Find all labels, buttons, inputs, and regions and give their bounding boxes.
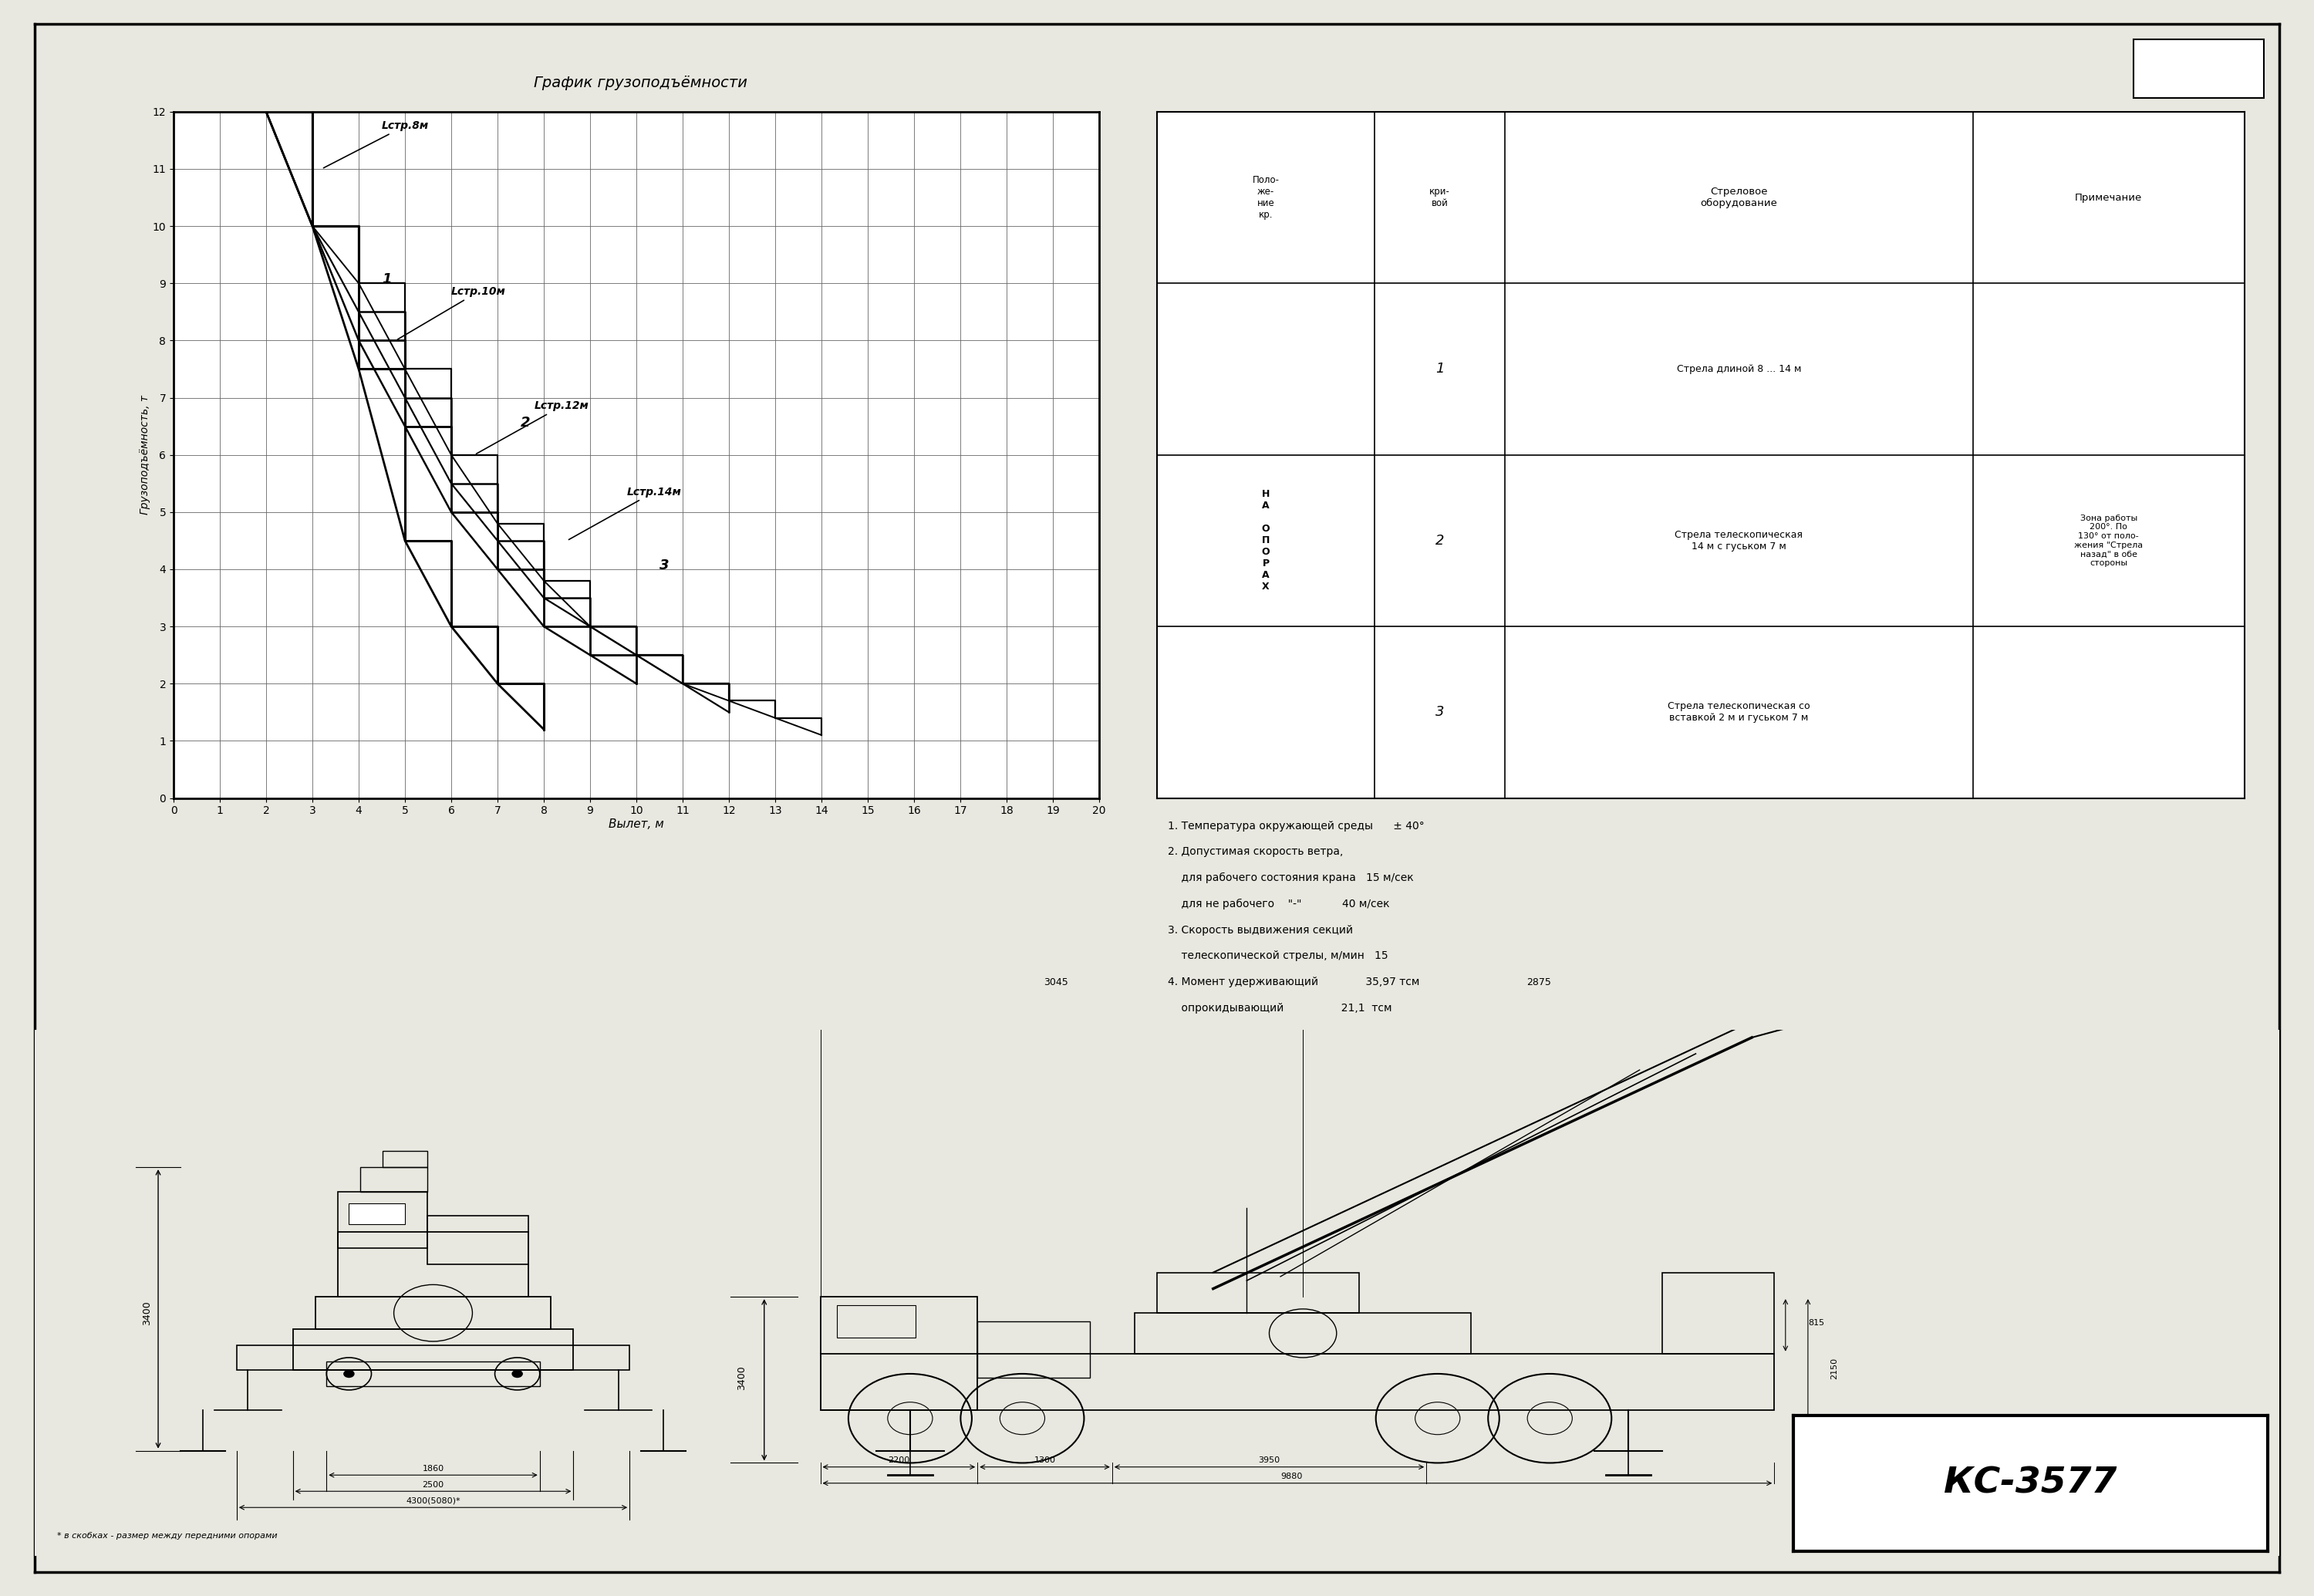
Circle shape [342, 1369, 354, 1377]
Text: 4300(5080)*: 4300(5080)* [405, 1497, 460, 1505]
Text: 3400: 3400 [736, 1366, 747, 1390]
Bar [349, 1203, 405, 1224]
Text: для рабочего состояния крана   15 м/сек: для рабочего состояния крана 15 м/сек [1169, 873, 1414, 883]
Bar [338, 1192, 428, 1248]
Bar [361, 1167, 428, 1192]
Bar [838, 1306, 916, 1337]
Text: опрокидывающий                 21,1  тсм: опрокидывающий 21,1 тсм [1169, 1002, 1393, 1013]
Text: 815: 815 [1807, 1318, 1823, 1326]
Text: 3: 3 [1435, 705, 1444, 720]
Text: 1: 1 [1435, 362, 1444, 377]
Text: 2200: 2200 [889, 1457, 909, 1465]
Text: График грузоподъёмности: График грузоподъёмности [535, 75, 747, 89]
Text: Поло-
же-
ние
кр.: Поло- же- ние кр. [1252, 176, 1280, 220]
Text: 1: 1 [382, 273, 391, 286]
Text: Lстр.14м: Lстр.14м [569, 487, 683, 539]
Y-axis label: Грузоподъёмность, т: Грузоподъёмность, т [139, 396, 150, 514]
Text: Стрела телескопическая со
вставкой 2 м и гуськом 7 м: Стрела телескопическая со вставкой 2 м и… [1668, 701, 1810, 723]
Bar [382, 1151, 428, 1167]
Text: 3045: 3045 [1044, 977, 1069, 988]
Bar [2134, 40, 2263, 99]
Text: 2: 2 [521, 415, 530, 429]
Bar [1134, 1314, 1472, 1353]
Text: 3. Скорость выдвижения секций: 3. Скорость выдвижения секций [1169, 924, 1354, 935]
Text: КС-3577: КС-3577 [1944, 1467, 2117, 1500]
Text: Зона работы
200°. По
130° от поло-
жения "Стрела
назад" в обе
стороны: Зона работы 200°. По 130° от поло- жения… [2073, 514, 2143, 567]
Bar [315, 1298, 551, 1329]
Text: 1. Температура окружающей среды      ± 40°: 1. Температура окружающей среды ± 40° [1169, 820, 1425, 832]
Text: 4. Момент удерживающий              35,97 тсм: 4. Момент удерживающий 35,97 тсм [1169, 977, 1418, 988]
Text: 3950: 3950 [1259, 1457, 1280, 1465]
Text: * в скобках - размер между передними опорами: * в скобках - размер между передними опо… [58, 1532, 278, 1540]
Text: 2150: 2150 [1830, 1358, 1837, 1379]
Bar [819, 1298, 977, 1411]
Bar [428, 1216, 528, 1264]
Text: 1860: 1860 [421, 1465, 444, 1473]
Text: 1300: 1300 [1034, 1457, 1055, 1465]
Text: Н
А

О
П
О
Р
А
Х: Н А О П О Р А Х [1261, 490, 1270, 592]
X-axis label: Вылет, м: Вылет, м [609, 819, 664, 830]
Text: Lстр.8м: Lстр.8м [324, 120, 428, 168]
Text: 9880: 9880 [1280, 1473, 1303, 1481]
Bar [338, 1232, 528, 1298]
Text: Стрела длиной 8 ... 14 м: Стрела длиной 8 ... 14 м [1678, 364, 1800, 373]
Bar [236, 1345, 629, 1369]
Text: Lстр.10м: Lстр.10м [398, 286, 507, 340]
Text: для не рабочего    "-"            40 м/сек: для не рабочего "-" 40 м/сек [1169, 899, 1391, 910]
Bar [1661, 1272, 1775, 1353]
Bar [819, 1353, 1775, 1411]
Text: 2т: 2т [2191, 64, 2205, 75]
Bar [326, 1361, 539, 1385]
Text: Примечание: Примечание [2076, 193, 2143, 203]
Text: Стреловое
оборудование: Стреловое оборудование [1701, 187, 1777, 209]
Bar [977, 1321, 1090, 1377]
Text: 2. Допустимая скорость ветра,: 2. Допустимая скорость ветра, [1169, 846, 1342, 857]
Circle shape [511, 1369, 523, 1377]
Text: 3400: 3400 [141, 1301, 153, 1325]
Text: 2875: 2875 [1527, 977, 1550, 988]
Bar [1157, 1272, 1358, 1314]
Text: телескопической стрелы, м/мин   15: телескопической стрелы, м/мин 15 [1169, 951, 1388, 961]
Text: Lстр.12м: Lстр.12м [477, 401, 590, 453]
Text: 3: 3 [659, 559, 669, 573]
Text: кри-
вой: кри- вой [1430, 187, 1451, 209]
Bar [294, 1329, 574, 1369]
Text: 2: 2 [1435, 533, 1444, 547]
Text: Стрела телескопическая
14 м с гуськом 7 м: Стрела телескопическая 14 м с гуськом 7 … [1675, 530, 1803, 552]
Text: 2500: 2500 [421, 1481, 444, 1489]
